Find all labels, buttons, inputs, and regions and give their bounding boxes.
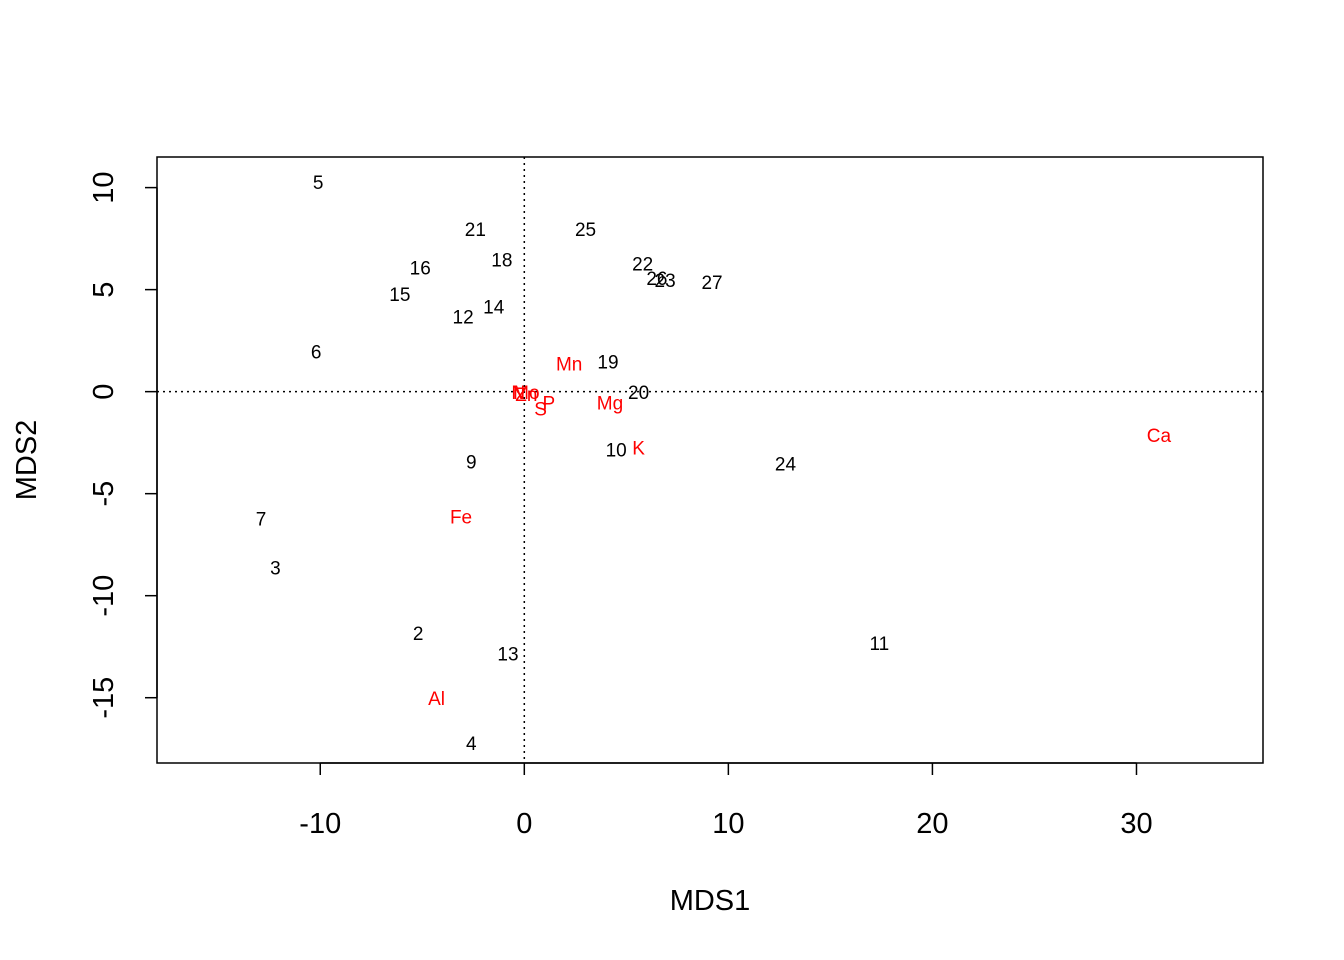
reference-lines [157, 157, 1263, 763]
y-tick-label: 10 [88, 171, 120, 203]
site-label: 21 [465, 220, 486, 241]
species-label: K [632, 438, 645, 459]
x-axis-title: MDS1 [670, 885, 751, 917]
species-label: Mn [556, 355, 582, 376]
site-label: 15 [389, 285, 410, 306]
y-tick-label: 5 [88, 282, 120, 298]
x-axis: -10 0 10 20 30 [299, 762, 1153, 840]
species-label: S [534, 400, 547, 421]
site-label: 7 [256, 510, 267, 531]
site-label: 13 [497, 644, 518, 665]
site-label: 2 [413, 624, 424, 645]
species-label: Al [428, 689, 445, 710]
species-label: P [542, 393, 555, 414]
y-tick-label: -15 [88, 677, 120, 719]
site-label: 9 [466, 453, 477, 474]
site-label: 3 [270, 559, 281, 580]
site-label: 18 [491, 251, 512, 272]
species-label: Ca [1147, 426, 1172, 447]
site-label: 4 [466, 734, 477, 755]
site-label: 25 [575, 220, 596, 241]
y-axis-title: MDS2 [11, 420, 43, 501]
site-label: 20 [628, 383, 649, 404]
species-label: Fe [450, 508, 472, 529]
species-label: N [511, 383, 525, 404]
site-label: 24 [775, 455, 797, 476]
species-label: Mo [513, 383, 539, 404]
site-label: 5 [313, 173, 324, 194]
site-label: 11 [870, 634, 890, 655]
y-tick-label: 0 [88, 384, 120, 400]
site-label: 26 [646, 269, 667, 290]
y-axis: -15 -10 -5 0 5 10 [88, 171, 158, 719]
site-label: 23 [655, 271, 676, 292]
site-label: 27 [701, 273, 722, 294]
x-tick-label: 30 [1120, 808, 1152, 840]
x-tick-label: 0 [516, 808, 532, 840]
species-label: Mg [597, 393, 623, 414]
x-tick-label: -10 [299, 808, 341, 840]
site-label: 10 [606, 440, 627, 461]
site-label: 22 [632, 255, 653, 276]
x-tick-label: 20 [916, 808, 948, 840]
site-label: 14 [483, 297, 505, 318]
site-label: 12 [453, 308, 474, 329]
y-tick-label: -5 [88, 481, 120, 507]
plot-frame [156, 156, 1264, 764]
x-tick-label: 10 [712, 808, 744, 840]
species-label: Zn [515, 385, 537, 406]
site-label: 6 [311, 342, 322, 363]
site-label: 16 [410, 259, 431, 280]
y-tick-label: -10 [88, 575, 120, 617]
site-label: 19 [597, 353, 618, 374]
